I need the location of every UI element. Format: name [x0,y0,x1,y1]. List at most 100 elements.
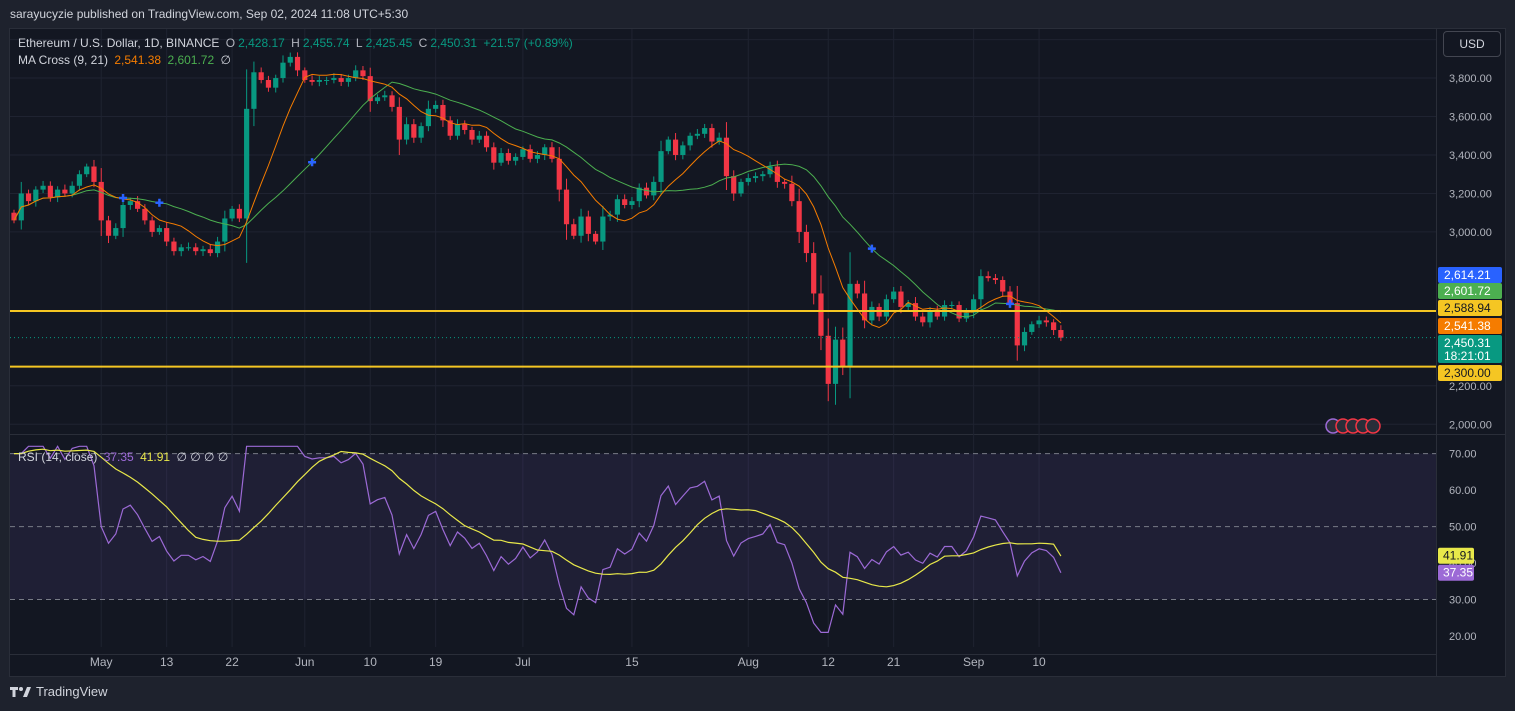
candle-body[interactable] [629,201,635,205]
candle-body[interactable] [920,316,926,323]
candle-body[interactable] [156,228,162,232]
candle-body[interactable] [665,139,671,152]
candle-body[interactable] [120,204,126,229]
candle-body[interactable] [40,185,46,190]
candle-body[interactable] [818,293,824,336]
candle-body[interactable] [134,201,141,209]
candle-body[interactable] [985,276,991,279]
candle-body[interactable] [840,339,846,367]
candle-body[interactable] [636,187,642,202]
candle-body[interactable] [702,128,708,134]
candle-body[interactable] [549,147,555,159]
candle-body[interactable] [832,339,839,384]
candle-body[interactable] [265,79,272,88]
candle-body[interactable] [222,218,228,242]
candle-body[interactable] [571,224,577,236]
candle-body[interactable] [789,183,795,202]
candle-body[interactable] [891,291,897,300]
candle-body[interactable] [316,79,322,82]
candle-body[interactable] [556,158,562,190]
candle-body[interactable] [164,228,170,242]
candle-body[interactable] [825,335,831,384]
candle-body[interactable] [723,137,730,177]
candle-body[interactable] [949,305,955,307]
candle-body[interactable] [105,220,112,236]
candle-body[interactable] [251,72,257,109]
candle-body[interactable] [767,166,773,175]
candle-body[interactable] [193,247,199,252]
candle-body[interactable] [324,79,330,81]
candle-body[interactable] [854,283,860,294]
candle-body[interactable] [258,72,264,80]
candle-body[interactable] [353,70,359,79]
candle-body[interactable] [752,176,759,179]
candle-body[interactable] [563,189,570,225]
candle-body[interactable] [396,106,402,140]
rsi-label[interactable]: RSI (14, close) [18,450,98,464]
candle-body[interactable] [200,249,206,252]
candle-body[interactable] [367,76,373,102]
candle-body[interactable] [244,108,250,219]
candle-body[interactable] [302,70,308,80]
candle-body[interactable] [963,312,969,319]
candle-body[interactable] [142,208,148,221]
candle-body[interactable] [207,249,213,254]
candle-body[interactable] [1007,291,1013,304]
candle-body[interactable] [185,247,192,249]
candle-body[interactable] [236,208,242,219]
candle-body[interactable] [738,181,744,194]
candle-body[interactable] [440,104,446,121]
candle-body[interactable] [98,181,104,221]
candle-body[interactable] [694,133,700,136]
candle-body[interactable] [593,233,599,242]
candle-body[interactable] [992,278,999,281]
candle-body[interactable] [280,62,286,79]
candle-body[interactable] [1029,324,1035,332]
candle-body[interactable] [287,56,293,63]
candle-body[interactable] [687,135,693,146]
candle-body[interactable] [927,310,933,323]
candle-body[interactable] [760,174,766,177]
candle-body[interactable] [614,199,621,215]
candle-body[interactable] [113,228,119,236]
candle-body[interactable] [382,95,388,98]
candle-body[interactable] [178,247,184,252]
candle-body[interactable] [498,153,504,163]
candle-body[interactable] [527,149,533,159]
candle-body[interactable] [411,124,417,138]
candle-body[interactable] [389,95,395,107]
candle-body[interactable] [578,216,584,236]
candle-body[interactable] [454,124,461,136]
candle-body[interactable] [978,276,984,300]
candle-body[interactable] [709,128,715,142]
candle-body[interactable] [309,79,315,82]
candle-body[interactable] [1051,322,1057,331]
candle-body[interactable] [447,120,453,136]
candle-body[interactable] [600,216,606,242]
candle-body[interactable] [520,149,526,157]
candle-body[interactable] [934,310,940,317]
candle-body[interactable] [25,193,32,202]
candle-body[interactable] [84,166,90,175]
candle-body[interactable] [622,199,628,205]
candle-body[interactable] [912,303,919,317]
candle-body[interactable] [585,216,591,234]
candle-body[interactable] [971,299,977,313]
candle-body[interactable] [433,104,439,109]
candle-body[interactable] [273,78,279,88]
candle-body[interactable] [534,154,541,159]
candle-body[interactable] [505,153,511,161]
candle-body[interactable] [403,124,410,140]
candle-body[interactable] [782,181,788,184]
candle-body[interactable] [483,135,490,148]
chart-canvas[interactable]: May 13 22 Jun 10 19 Jul 15 Aug 12 21 Sep 10 2,000.00 2… [10,29,1505,676]
currency-button[interactable]: USD [1443,31,1501,57]
candle-body[interactable] [1043,320,1049,323]
candle-body[interactable] [658,151,664,182]
candle-body[interactable] [469,129,475,140]
candle-body[interactable] [1014,303,1020,346]
candle-body[interactable] [418,126,424,138]
candle-body[interactable] [796,201,802,232]
candle-body[interactable] [127,201,133,205]
candle-body[interactable] [11,212,17,221]
